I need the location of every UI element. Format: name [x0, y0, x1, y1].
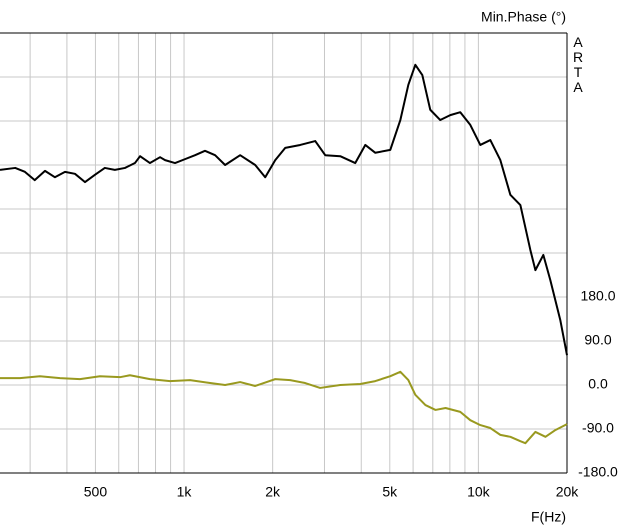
y-tick-label: -180.0: [578, 464, 618, 480]
x-tick-label: 500: [84, 484, 108, 500]
x-tick-label: 5k: [382, 484, 398, 500]
watermark: ARTA: [570, 34, 586, 94]
y-tick-label: 90.0: [584, 332, 611, 348]
x-tick-label: 10k: [467, 484, 491, 500]
x-tick-label: 2k: [265, 484, 281, 500]
x-tick-label: 1k: [177, 484, 193, 500]
chart-title: Min.Phase (°): [481, 9, 566, 25]
y-tick-label: -90.0: [582, 420, 614, 436]
y-tick-label: 0.0: [588, 376, 608, 392]
x-tick-label: 20k: [556, 484, 580, 500]
x-axis-label: F(Hz): [531, 509, 566, 525]
y-tick-label: 180.0: [580, 288, 615, 304]
data-line: [0, 370, 568, 445]
data-line: [0, 63, 568, 356]
